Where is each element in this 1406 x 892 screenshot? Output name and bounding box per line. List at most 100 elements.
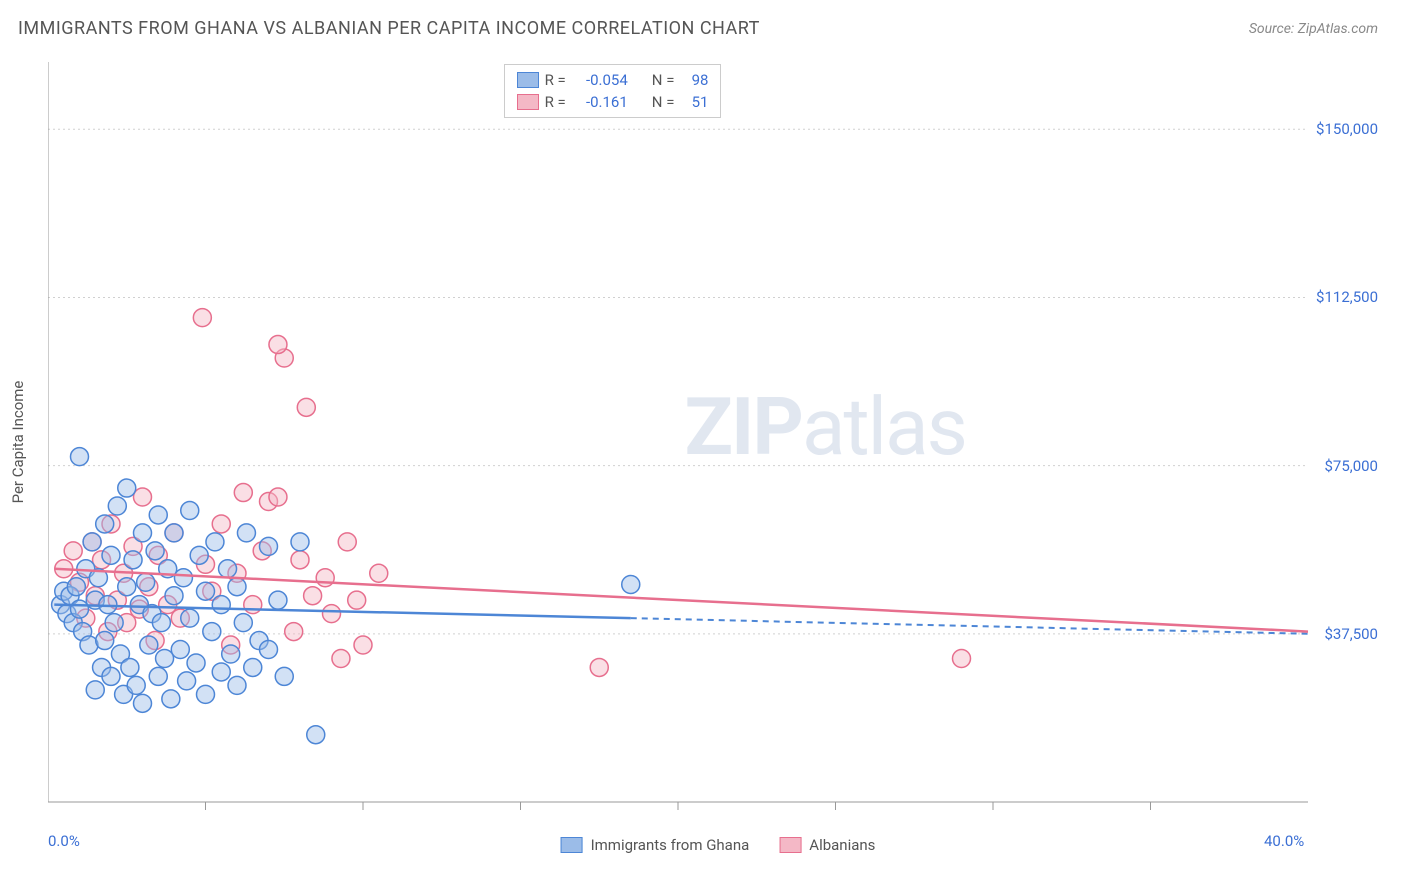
data-point: [146, 542, 164, 560]
data-point: [162, 690, 180, 708]
data-point: [285, 623, 303, 641]
data-point: [953, 649, 971, 667]
y-tick-label: $112,500: [1316, 288, 1378, 306]
legend-swatch: [779, 837, 801, 853]
data-point: [269, 336, 287, 354]
data-point: [212, 663, 230, 681]
legend-swatch: [517, 94, 539, 110]
r-value: -0.161: [572, 93, 628, 111]
data-point: [86, 681, 104, 699]
legend-swatch: [517, 72, 539, 88]
data-point: [622, 575, 640, 593]
data-point: [304, 587, 322, 605]
data-point: [269, 488, 287, 506]
y-axis-label: Per Capita Income: [9, 381, 27, 504]
data-point: [206, 533, 224, 551]
data-point: [171, 641, 189, 659]
data-point: [291, 533, 309, 551]
data-point: [105, 614, 123, 632]
scatter-plot: [48, 62, 1388, 822]
data-point: [260, 537, 278, 555]
data-point: [96, 515, 114, 533]
legend-item: Immigrants from Ghana: [561, 836, 750, 854]
x-tick-label: 0.0%: [48, 832, 80, 850]
data-point: [127, 676, 145, 694]
stats-legend-row: R =-0.161N =51: [517, 91, 709, 113]
data-point: [234, 614, 252, 632]
data-point: [590, 658, 608, 676]
data-point: [234, 484, 252, 502]
series-legend: Immigrants from Ghana Albanians: [561, 836, 876, 854]
data-point: [212, 596, 230, 614]
data-point: [212, 515, 230, 533]
source-attribution: Source: ZipAtlas.com: [1249, 21, 1378, 37]
n-label: N =: [652, 71, 675, 89]
legend-item: Albanians: [779, 836, 875, 854]
data-point: [193, 309, 211, 327]
data-point: [156, 649, 174, 667]
data-point: [118, 479, 136, 497]
data-point: [181, 501, 199, 519]
data-point: [269, 591, 287, 609]
chart-container: Per Capita Income ZIPatlas R =-0.054N =9…: [48, 62, 1388, 822]
data-point: [124, 551, 142, 569]
data-point: [190, 546, 208, 564]
data-point: [134, 488, 152, 506]
legend-label: Immigrants from Ghana: [591, 836, 750, 854]
data-point: [275, 667, 293, 685]
data-point: [118, 578, 136, 596]
data-point: [140, 636, 158, 654]
r-value: -0.054: [572, 71, 628, 89]
data-point: [316, 569, 334, 587]
data-point: [174, 569, 192, 587]
stats-legend: R = -0.054 N = 98R = -0.161 N = 51: [504, 64, 722, 118]
data-point: [228, 578, 246, 596]
y-tick-label: $37,500: [1324, 625, 1378, 643]
data-point: [108, 497, 126, 515]
data-point: [203, 623, 221, 641]
data-point: [121, 658, 139, 676]
data-point: [297, 398, 315, 416]
data-point: [222, 645, 240, 663]
data-point: [219, 560, 237, 578]
data-point: [332, 649, 350, 667]
stats-legend-row: R = -0.054 N = 98: [517, 69, 709, 91]
data-point: [64, 542, 82, 560]
data-point: [291, 551, 309, 569]
data-point: [134, 524, 152, 542]
r-label: R =: [545, 71, 566, 89]
data-point: [152, 614, 170, 632]
data-point: [197, 582, 215, 600]
x-tick-label: 40.0%: [1264, 832, 1304, 850]
data-point: [134, 694, 152, 712]
data-point: [338, 533, 356, 551]
n-label: N =: [652, 93, 675, 111]
data-point: [102, 546, 120, 564]
data-point: [244, 658, 262, 676]
n-value: 51: [680, 93, 708, 111]
n-value: 98: [680, 71, 708, 89]
data-point: [260, 641, 278, 659]
data-point: [244, 596, 262, 614]
data-point: [96, 632, 114, 650]
data-point: [149, 667, 167, 685]
data-point: [323, 605, 341, 623]
data-point: [187, 654, 205, 672]
legend-label: Albanians: [809, 836, 875, 854]
header: IMMIGRANTS FROM GHANA VS ALBANIAN PER CA…: [0, 0, 1406, 47]
data-point: [71, 600, 89, 618]
data-point: [149, 506, 167, 524]
data-point: [181, 609, 199, 627]
y-tick-label: $150,000: [1316, 120, 1378, 138]
data-point: [178, 672, 196, 690]
y-tick-label: $75,000: [1324, 457, 1378, 475]
data-point: [348, 591, 366, 609]
data-point: [165, 587, 183, 605]
data-point: [102, 667, 120, 685]
data-point: [354, 636, 372, 654]
legend-swatch: [561, 837, 583, 853]
data-point: [67, 578, 85, 596]
data-point: [307, 726, 325, 744]
data-point: [71, 448, 89, 466]
data-point: [228, 676, 246, 694]
